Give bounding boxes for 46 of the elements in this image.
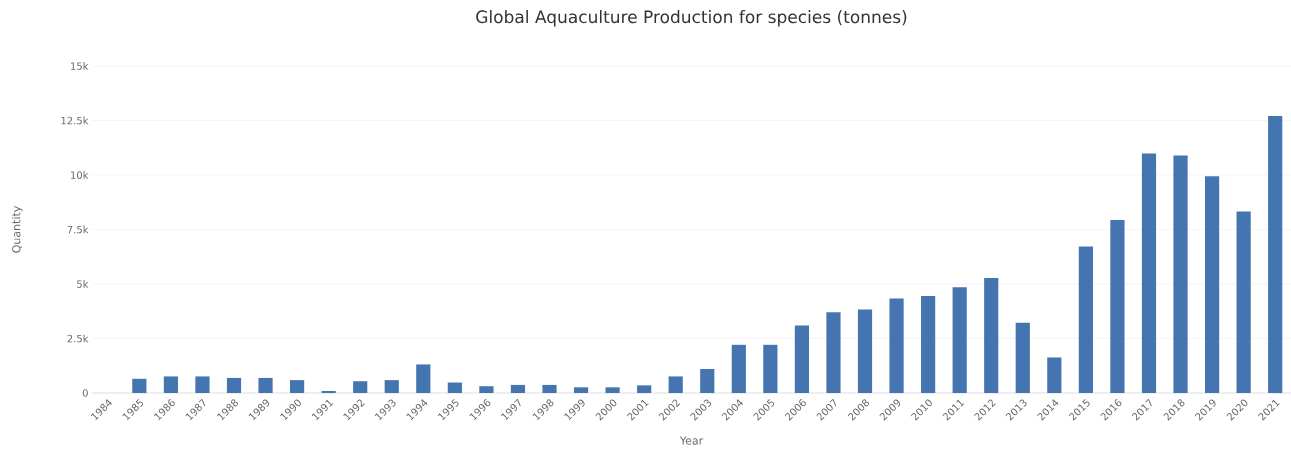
bar	[416, 364, 431, 393]
bar	[637, 385, 652, 393]
bar	[763, 344, 778, 393]
y-tick-label: 12.5k	[61, 116, 89, 125]
bar	[353, 381, 368, 393]
y-tick-label: 0	[82, 389, 88, 397]
bar	[479, 386, 494, 393]
bar	[700, 369, 715, 393]
x-axis-title: Year	[679, 436, 704, 445]
y-tick-label: 2.5k	[67, 334, 89, 343]
bar	[1268, 116, 1283, 393]
bar	[857, 309, 873, 393]
bar	[510, 384, 526, 393]
y-tick-label: 15k	[71, 62, 89, 70]
bar	[163, 376, 178, 393]
bar	[226, 377, 242, 393]
bar	[132, 378, 147, 393]
chart-title: Global Aquaculture Production for species (tonnes)	[476, 10, 907, 27]
bar	[889, 298, 904, 393]
bar	[1015, 322, 1030, 393]
bar	[952, 287, 967, 393]
y-axis-title: Quantity	[11, 206, 23, 253]
bar	[1204, 176, 1220, 393]
bar	[573, 387, 589, 393]
bar	[1078, 246, 1093, 393]
y-tick-label: 7.5k	[67, 225, 89, 234]
bar	[668, 376, 683, 393]
bar	[605, 387, 620, 393]
bar	[984, 277, 999, 393]
bar	[384, 380, 399, 393]
bar	[1141, 153, 1157, 393]
bar	[447, 382, 462, 393]
bar	[290, 380, 305, 393]
bar	[731, 344, 746, 393]
bar	[1047, 357, 1062, 393]
bar	[1236, 211, 1251, 393]
bar	[542, 384, 557, 393]
y-tick-label: 5k	[77, 280, 89, 288]
bar	[1110, 219, 1125, 393]
bar	[794, 325, 810, 393]
bar	[258, 377, 273, 393]
y-tick-label: 10k	[71, 171, 89, 179]
bar	[826, 312, 841, 393]
bar	[921, 295, 936, 393]
bar	[1173, 155, 1188, 393]
bar	[195, 376, 210, 393]
